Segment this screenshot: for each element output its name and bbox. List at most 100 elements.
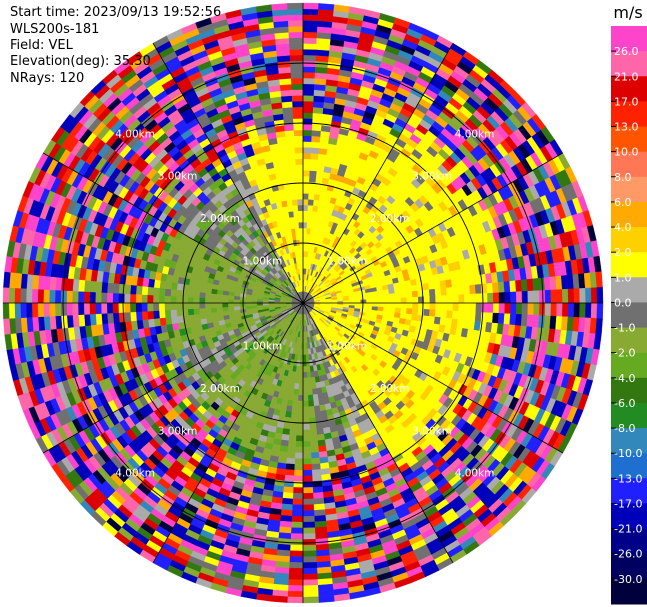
ppi-gate	[43, 302, 50, 317]
ppi-gate	[314, 78, 327, 86]
ppi-gate	[289, 556, 304, 563]
ppi-gate	[313, 497, 325, 505]
ppi-gate	[310, 446, 319, 454]
ppi-gate	[286, 451, 296, 459]
ppi-gate	[405, 285, 413, 293]
ppi-gate	[123, 302, 131, 313]
ppi-gate	[135, 285, 143, 295]
ppi-gate	[503, 313, 511, 325]
ppi-gate	[288, 434, 297, 442]
ppi-gate	[280, 439, 289, 447]
ppi-gate	[284, 469, 295, 477]
ppi-gate	[298, 377, 304, 385]
ppi-gate	[175, 296, 183, 304]
ppi-gate	[400, 307, 407, 315]
ppi-gate	[573, 302, 581, 318]
ppi-gate	[106, 292, 114, 304]
ppi-gate	[515, 279, 523, 293]
ppi-gate	[428, 281, 436, 290]
ppi-gate	[187, 314, 195, 322]
ppi-gate	[302, 146, 312, 154]
ppi-gate	[290, 411, 298, 419]
ppi-gate	[287, 579, 304, 586]
ppi-gate	[312, 112, 324, 120]
ppi-gate	[302, 187, 310, 194]
ppi-gate	[83, 302, 91, 315]
ppi-gate	[463, 311, 471, 321]
ppi-gate	[429, 302, 436, 311]
ppi-gate	[428, 309, 436, 318]
ppi-gate	[287, 440, 297, 448]
ppi-gate	[302, 54, 317, 62]
ppi-gate	[282, 492, 294, 500]
ppi-gate	[288, 562, 304, 569]
ppi-gate	[296, 423, 304, 431]
ppi-gate	[423, 302, 431, 310]
ppi-gate	[313, 503, 325, 511]
ppi-gate	[302, 412, 310, 419]
ppi-gate	[210, 302, 217, 309]
ppi-gate	[302, 239, 307, 246]
ppi-gate	[308, 187, 316, 195]
ppi-gate	[112, 302, 119, 314]
ppi-gate	[313, 95, 325, 103]
ppi-gate	[302, 129, 313, 137]
ppi-gate	[310, 376, 316, 384]
ppi-gate	[475, 293, 483, 304]
ppi-gate	[170, 302, 177, 311]
ppi-gate	[556, 289, 563, 304]
ppi-gate	[158, 309, 166, 319]
ppi-gate	[383, 302, 390, 308]
ppi-gate	[294, 446, 304, 454]
ppi-gate	[227, 298, 235, 304]
ppi-gate	[376, 290, 384, 296]
ppi-gate	[302, 544, 317, 552]
ppi-gate	[31, 302, 39, 318]
ppi-gate	[377, 302, 385, 308]
ppi-gate	[77, 290, 85, 304]
ppi-gate	[533, 302, 540, 316]
ppi-gate	[281, 428, 290, 436]
ppi-gate	[293, 388, 299, 396]
ppi-gate	[302, 210, 309, 217]
ppi-gate	[293, 469, 304, 477]
ppi-gate	[292, 394, 299, 402]
ppi-gate	[158, 302, 165, 311]
ppi-gate	[239, 299, 246, 304]
ppi-gate	[585, 287, 592, 304]
ppi-gate	[170, 316, 178, 325]
ppi-gate	[282, 486, 294, 494]
ppi-gate	[302, 175, 310, 183]
ppi-gate	[305, 354, 310, 361]
ppi-gate	[302, 504, 315, 511]
ppi-gate	[89, 302, 96, 315]
ppi-gate	[216, 306, 223, 313]
ppi-gate	[193, 297, 200, 304]
ppi-gate	[295, 435, 304, 442]
ppi-gate	[292, 498, 304, 506]
ppi-gate	[469, 284, 477, 295]
ppi-gate	[302, 170, 311, 177]
ppi-gate	[310, 451, 320, 459]
ppi-gate	[302, 452, 312, 460]
ppi-gate	[302, 2, 319, 10]
ppi-gate	[579, 287, 586, 304]
ppi-gate	[164, 309, 172, 318]
ppi-gate	[147, 286, 155, 296]
ppi-gate	[106, 312, 114, 324]
ppi-gate	[302, 123, 313, 131]
ppi-gate	[95, 313, 103, 325]
ppi-gate	[412, 296, 419, 304]
ppi-gate	[141, 302, 148, 312]
ppi-gate	[152, 310, 160, 319]
ppi-gate	[492, 292, 500, 304]
ppi-gate	[302, 158, 311, 165]
ppi-gate	[302, 233, 307, 240]
ppi-gate	[239, 305, 246, 310]
ppi-gate	[3, 271, 11, 288]
ppi-gate	[291, 504, 304, 511]
ppi-gate	[441, 295, 448, 304]
ppi-gate	[446, 310, 454, 319]
ppi-gate	[412, 302, 419, 310]
